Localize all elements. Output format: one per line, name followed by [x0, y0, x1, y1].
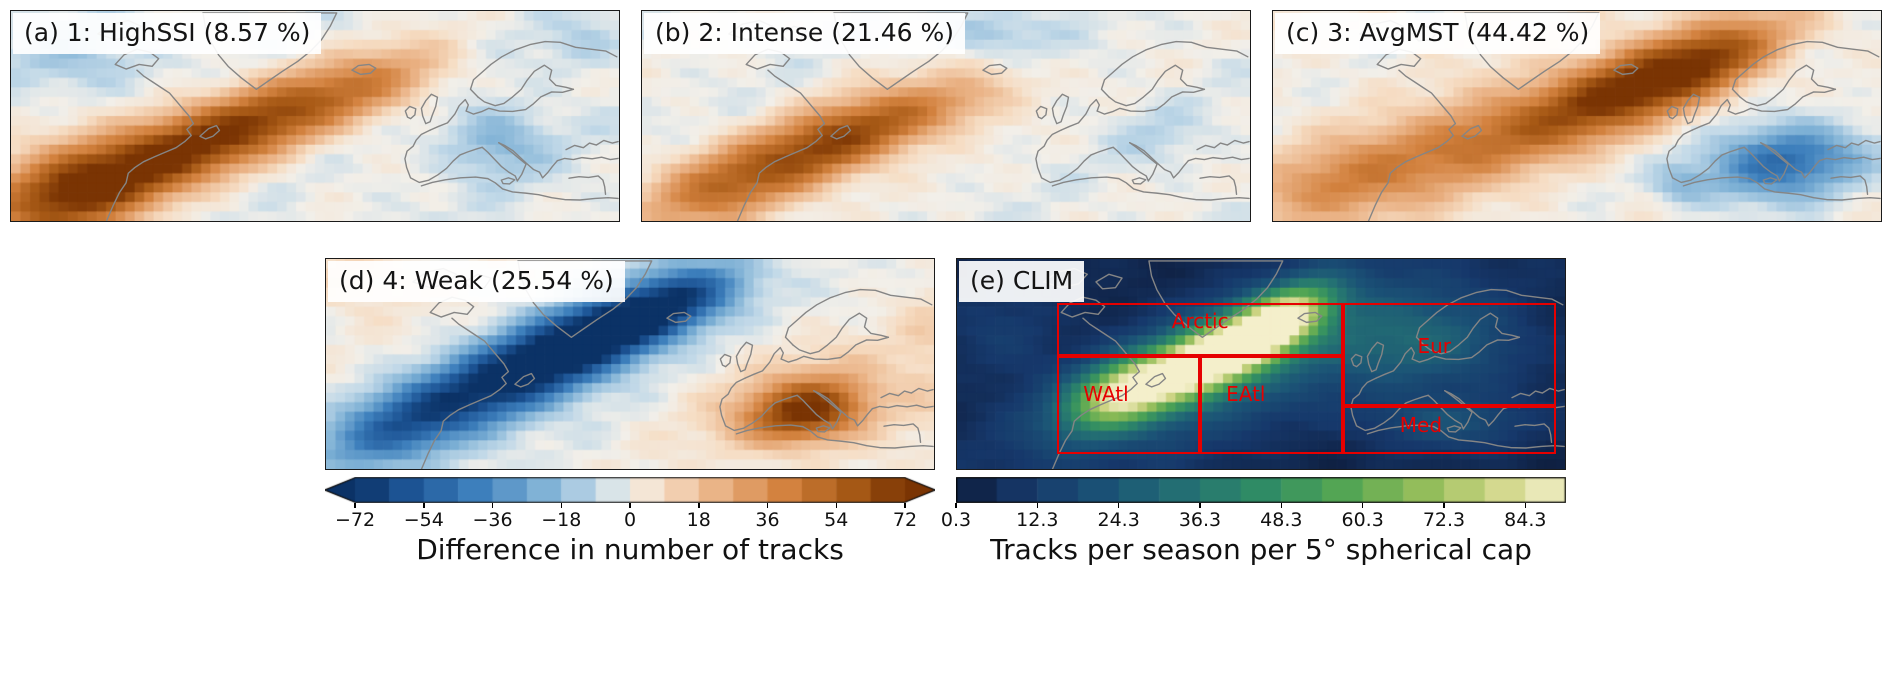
colorbar-tick-label: −72 — [334, 509, 376, 531]
colorbar-tick-mark — [1199, 503, 1201, 508]
colorbar-tick-mark — [1280, 503, 1283, 508]
region-box-arctic — [1057, 303, 1344, 356]
colorbar-tick-label: 72 — [892, 509, 918, 531]
panel-e-climatology-map: Arctic Eur WAtl EAtl Med (e) CLIM — [956, 258, 1566, 470]
region-label-eur: Eur — [1417, 334, 1452, 359]
colorbar-tick-mark — [1524, 503, 1527, 508]
colorbar-tick-mark — [1361, 503, 1364, 508]
colorbar-tick-label: 24.3 — [1097, 509, 1140, 531]
colorbar-tick-label: 72.3 — [1422, 509, 1466, 531]
region-boxes-layer: Arctic Eur WAtl EAtl Med — [957, 259, 1565, 469]
region-label-watl: WAtl — [1083, 382, 1129, 407]
panel-title-b: (b) 2: Intense (21.46 %) — [644, 13, 965, 54]
colorbar-tick-mark — [491, 503, 494, 508]
region-box-watl — [1057, 355, 1201, 455]
colorbar-tick-mark — [766, 503, 769, 508]
region-box-eatl — [1200, 355, 1344, 455]
colorbar-tick-label: 36 — [755, 509, 780, 531]
colorbar-difference-ticks: −72 −54 −36 −18 0 18 36 54 72 — [325, 503, 935, 535]
colorbar-tick-label: −18 — [541, 509, 582, 531]
colorbar-tick-label: 60.3 — [1341, 509, 1384, 531]
colorbar-tick-mark — [698, 503, 700, 508]
region-box-med — [1343, 406, 1556, 455]
colorbar-tick-mark — [835, 503, 837, 508]
region-label-eatl: EAtl — [1226, 382, 1266, 407]
colorbar-tick-label: 54 — [824, 509, 849, 531]
panel-d-weak-map: (d) 4: Weak (25.54 %) — [325, 258, 935, 470]
region-box-eur — [1343, 303, 1556, 406]
colorbar-climatology-ticks: 0.3 12.3 24.3 36.3 48.3 60.3 72.3 84.3 — [941, 503, 1566, 535]
panel-title-d: (d) 4: Weak (25.54 %) — [328, 261, 625, 302]
colorbar-difference — [325, 477, 935, 503]
region-label-arctic: Arctic — [1171, 308, 1229, 333]
colorbar-tick-mark — [904, 503, 906, 508]
panel-title-a: (a) 1: HighSSI (8.57 %) — [13, 13, 322, 54]
panel-a-highssi-map: (a) 1: HighSSI (8.57 %) — [10, 10, 620, 222]
colorbar-tick-mark — [629, 503, 631, 508]
colorbar-tick-label: 12.3 — [1016, 509, 1059, 531]
colorbar-tick-mark — [955, 503, 957, 508]
region-label-med: Med — [1399, 412, 1443, 437]
colorbar-tick-label: 0 — [623, 509, 637, 531]
colorbar-tick-mark — [1036, 503, 1039, 508]
colorbar-climatology-axis-label: Tracks per season per 5° spherical cap — [990, 533, 1532, 566]
panel-title-e: (e) CLIM — [959, 261, 1085, 302]
colorbar-tick-mark — [354, 503, 356, 508]
colorbar-tick-mark — [560, 503, 562, 508]
colorbar-tick-label: 18 — [686, 509, 711, 531]
colorbar-climatology — [956, 477, 1566, 503]
colorbar-tick-label: 36.3 — [1178, 509, 1222, 531]
colorbar-tick-label: 0.3 — [940, 509, 972, 531]
panel-c-avgmst-map: (c) 3: AvgMST (44.42 %) — [1272, 10, 1882, 222]
colorbar-tick-label: 84.3 — [1504, 509, 1547, 531]
colorbar-difference-axis-label: Difference in number of tracks — [416, 533, 844, 566]
colorbar-tick-label: 48.3 — [1260, 509, 1303, 531]
colorbar-tick-label: −36 — [472, 509, 513, 531]
colorbar-tick-mark — [423, 503, 425, 508]
panel-b-intense-map: (b) 2: Intense (21.46 %) — [641, 10, 1251, 222]
colorbar-tick-label: −54 — [403, 509, 444, 531]
colorbar-tick-mark — [1443, 503, 1445, 508]
colorbar-tick-mark — [1117, 503, 1120, 508]
panel-title-c: (c) 3: AvgMST (44.42 %) — [1275, 13, 1601, 54]
